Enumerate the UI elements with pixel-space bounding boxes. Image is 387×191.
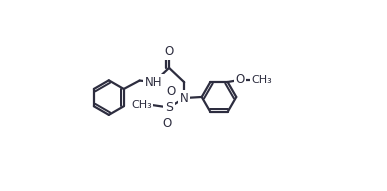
Text: S: S — [165, 101, 173, 114]
Text: O: O — [164, 45, 174, 58]
Text: NH: NH — [145, 76, 163, 89]
Text: N: N — [180, 91, 188, 104]
Text: O: O — [166, 85, 176, 98]
Text: CH₃: CH₃ — [252, 75, 272, 85]
Text: O: O — [235, 73, 245, 86]
Text: O: O — [162, 117, 171, 130]
Text: CH₃: CH₃ — [131, 100, 152, 110]
